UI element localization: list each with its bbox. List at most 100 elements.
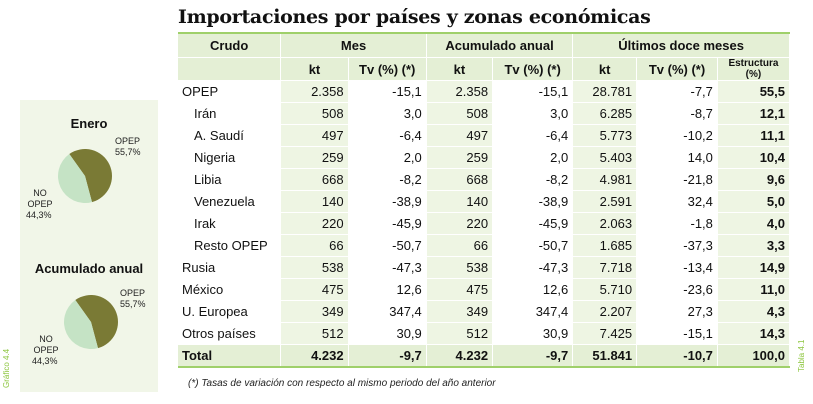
cell: 2.358 — [280, 80, 349, 103]
graph-label: Gráfico 4.4 — [2, 348, 11, 388]
imports-table: Crudo Mes Acumulado anual Últimos doce m… — [178, 32, 791, 368]
cell: 497 — [280, 124, 349, 147]
cell: 2.207 — [572, 300, 638, 323]
row-name: U. Europea — [178, 300, 282, 323]
cell: 512 — [280, 322, 349, 345]
cell: 12,6 — [348, 278, 427, 301]
cell: -10,2 — [636, 124, 718, 147]
cell: 259 — [280, 146, 349, 169]
subheader: kt — [280, 57, 349, 81]
table-row: A. Saudí 497 -6,4 497 -6,4 5.773 -10,2 11,1 — [178, 124, 791, 147]
cell: -45,9 — [492, 212, 574, 235]
cell: -9,7 — [492, 344, 574, 368]
cell: 220 — [426, 212, 494, 235]
cell: 30,9 — [492, 322, 574, 345]
cell: 3,3 — [717, 234, 791, 257]
cell: 4.981 — [572, 168, 638, 191]
cell: 5,0 — [717, 190, 791, 213]
subheader: Tv (%) (*) — [348, 57, 427, 81]
cell: 4.232 — [426, 344, 494, 368]
cell: -15,1 — [492, 80, 574, 103]
cell: 14,3 — [717, 322, 791, 345]
cell: -8,2 — [492, 168, 574, 191]
cell: 2,0 — [348, 146, 427, 169]
cell: 4,3 — [717, 300, 791, 323]
cell: 6.285 — [572, 102, 638, 125]
pie-label-no-opep: NO OPEP 44,3% — [32, 334, 59, 366]
pie-chart-acumulado — [64, 295, 118, 349]
cell: 9,6 — [717, 168, 791, 191]
cell: 12,1 — [717, 102, 791, 125]
pie-slice-opep — [75, 295, 118, 349]
table-row: Otros países 512 30,9 512 30,9 7.425 -15,1 14,3 — [178, 322, 791, 345]
pie-slice-no-opep — [64, 300, 98, 349]
row-name: OPEP — [178, 80, 282, 103]
cell: 4.232 — [280, 344, 349, 368]
cell: -10,7 — [636, 344, 718, 368]
row-name: A. Saudí — [178, 124, 282, 147]
cell: 66 — [426, 234, 494, 257]
cell: 140 — [426, 190, 494, 213]
pie-label-opep: OPEP 55,7% — [120, 288, 146, 309]
cell: -8,7 — [636, 102, 718, 125]
table-row: Nigeria 259 2,0 259 2,0 5.403 14,0 10,4 — [178, 146, 791, 169]
pie-chart-enero — [58, 149, 112, 203]
cell: 28.781 — [572, 80, 638, 103]
table-row: Resto OPEP 66 -50,7 66 -50,7 1.685 -37,3 3,3 — [178, 234, 791, 257]
cell: 4,0 — [717, 212, 791, 235]
header-blank — [178, 57, 282, 81]
cell: 347,4 — [492, 300, 574, 323]
cell: 5.773 — [572, 124, 638, 147]
row-name: Irán — [178, 102, 282, 125]
footnote: (*) Tasas de variación con respecto al m… — [188, 378, 496, 389]
table-row: Libia 668 -8,2 668 -8,2 4.981 -21,8 9,6 — [178, 168, 791, 191]
header-crudo: Crudo — [178, 32, 282, 58]
cell: 512 — [426, 322, 494, 345]
cell: -7,7 — [636, 80, 718, 103]
cell: -1,8 — [636, 212, 718, 235]
cell: -6,4 — [348, 124, 427, 147]
cell: 349 — [426, 300, 494, 323]
pie-label-no-opep: NO OPEP 44,3% — [26, 188, 53, 220]
cell: 259 — [426, 146, 494, 169]
row-name: México — [178, 278, 282, 301]
cell: 12,6 — [492, 278, 574, 301]
cell: 538 — [426, 256, 494, 279]
cell: 668 — [280, 168, 349, 191]
table-row: U. Europea 349 347,4 349 347,4 2.207 27,3 4,3 — [178, 300, 791, 323]
row-name: Otros países — [178, 322, 282, 345]
table-row: Rusia 538 -47,3 538 -47,3 7.718 -13,4 14,9 — [178, 256, 791, 279]
cell: -15,1 — [348, 80, 427, 103]
table-row: México 475 12,6 475 12,6 5.710 -23,6 11,0 — [178, 278, 791, 301]
cell: 140 — [280, 190, 349, 213]
cell: 5.403 — [572, 146, 638, 169]
cell: -47,3 — [348, 256, 427, 279]
cell: 508 — [426, 102, 494, 125]
cell: -13,4 — [636, 256, 718, 279]
row-name: Resto OPEP — [178, 234, 282, 257]
header-acumulado: Acumulado anual — [426, 32, 574, 58]
cell: 475 — [426, 278, 494, 301]
cell: -37,3 — [636, 234, 718, 257]
table-label: Tabla 4.1 — [797, 339, 806, 372]
cell: 2,0 — [492, 146, 574, 169]
cell: 2.063 — [572, 212, 638, 235]
cell: 5.710 — [572, 278, 638, 301]
cell: 538 — [280, 256, 349, 279]
subheader: kt — [426, 57, 494, 81]
subheader: kt — [572, 57, 638, 81]
cell: 668 — [426, 168, 494, 191]
cell: 349 — [280, 300, 349, 323]
cell: -50,7 — [492, 234, 574, 257]
cell: 475 — [280, 278, 349, 301]
row-name: Nigeria — [178, 146, 282, 169]
subheader: Tv (%) (*) — [636, 57, 718, 81]
cell: -9,7 — [348, 344, 427, 368]
cell: 2.591 — [572, 190, 638, 213]
cell: -23,6 — [636, 278, 718, 301]
cell: -8,2 — [348, 168, 427, 191]
row-name: Irak — [178, 212, 282, 235]
cell: 7.718 — [572, 256, 638, 279]
cell: 10,4 — [717, 146, 791, 169]
cell: 11,0 — [717, 278, 791, 301]
